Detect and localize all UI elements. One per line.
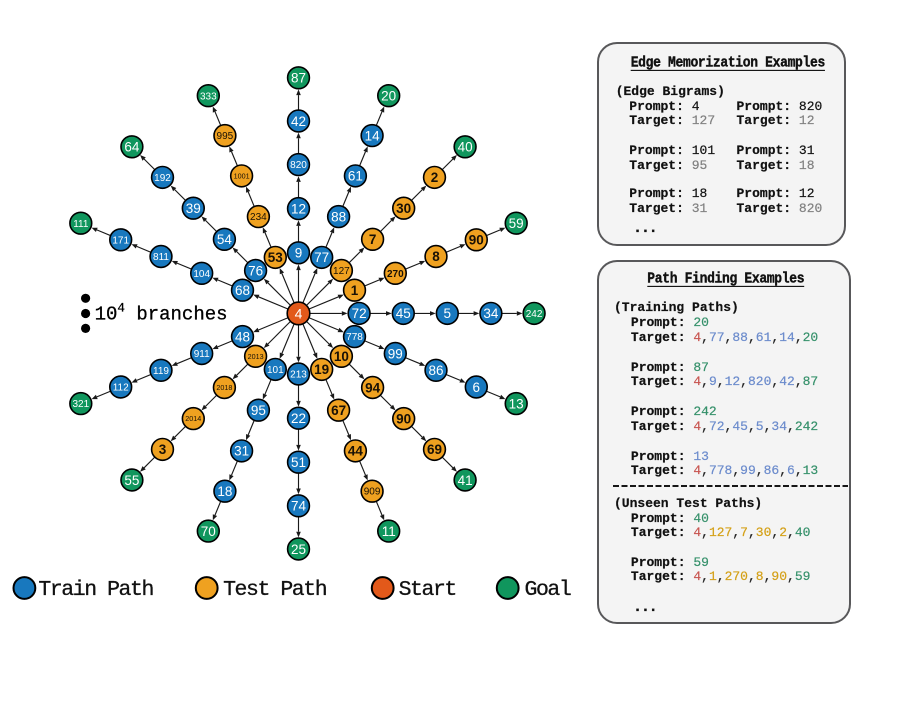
svg-text:6: 6 xyxy=(473,380,481,395)
svg-text:41: 41 xyxy=(458,473,473,488)
svg-text:18: 18 xyxy=(217,484,232,499)
svg-text:51: 51 xyxy=(291,455,306,470)
svg-text:321: 321 xyxy=(72,399,89,410)
svg-text:911: 911 xyxy=(194,349,210,360)
svg-text:39: 39 xyxy=(186,201,201,216)
svg-text:25: 25 xyxy=(291,542,306,557)
svg-text:12: 12 xyxy=(291,201,306,216)
svg-text:Train Path: Train Path xyxy=(38,578,153,602)
svg-text:86: 86 xyxy=(428,363,443,378)
svg-text:111: 111 xyxy=(73,219,89,230)
svg-text:2018: 2018 xyxy=(216,383,232,392)
svg-text:1: 1 xyxy=(351,283,359,298)
svg-text:909: 909 xyxy=(364,487,381,498)
svg-text:90: 90 xyxy=(396,411,411,426)
svg-text:40: 40 xyxy=(458,140,473,155)
svg-text:820: 820 xyxy=(290,160,307,171)
svg-text:74: 74 xyxy=(291,499,307,514)
svg-text:7: 7 xyxy=(369,232,377,247)
svg-text:48: 48 xyxy=(235,329,250,344)
svg-text:64: 64 xyxy=(124,140,140,155)
svg-text:Goal: Goal xyxy=(525,578,571,602)
svg-text:4: 4 xyxy=(295,305,303,321)
svg-text:72: 72 xyxy=(352,306,367,321)
svg-text:44: 44 xyxy=(348,444,364,459)
svg-text:119: 119 xyxy=(153,366,169,377)
svg-text:242: 242 xyxy=(526,309,543,320)
svg-text:95: 95 xyxy=(251,403,266,418)
svg-text:333: 333 xyxy=(200,91,217,102)
svg-text:127: 127 xyxy=(333,266,350,277)
svg-text:69: 69 xyxy=(427,442,442,457)
svg-text:94: 94 xyxy=(365,380,381,395)
svg-text:234: 234 xyxy=(250,212,267,223)
svg-text:13: 13 xyxy=(509,396,524,411)
svg-text:61: 61 xyxy=(348,169,363,184)
svg-text:778: 778 xyxy=(346,332,363,343)
svg-text:1001: 1001 xyxy=(234,172,250,181)
svg-text:59: 59 xyxy=(509,216,524,231)
svg-text:10: 10 xyxy=(334,349,349,364)
svg-text:19: 19 xyxy=(314,362,329,377)
svg-text:54: 54 xyxy=(217,232,233,247)
svg-text:14: 14 xyxy=(365,128,381,143)
svg-text:99: 99 xyxy=(388,346,403,361)
svg-text:8: 8 xyxy=(432,249,440,264)
svg-text:9: 9 xyxy=(295,246,303,261)
svg-text:34: 34 xyxy=(483,306,499,321)
svg-text:20: 20 xyxy=(381,89,396,104)
svg-text:2: 2 xyxy=(431,170,439,185)
svg-text:22: 22 xyxy=(291,411,306,426)
svg-text:112: 112 xyxy=(113,383,129,394)
svg-text:2014: 2014 xyxy=(185,414,201,423)
svg-text:55: 55 xyxy=(124,473,139,488)
svg-text:45: 45 xyxy=(396,306,411,321)
svg-text:270: 270 xyxy=(387,269,404,280)
svg-text:87: 87 xyxy=(291,71,306,86)
svg-text:213: 213 xyxy=(290,370,307,381)
svg-text:70: 70 xyxy=(201,524,216,539)
svg-text:2013: 2013 xyxy=(248,352,264,361)
svg-text:104: 104 xyxy=(193,269,210,280)
svg-text:104 branches: 104 branches xyxy=(95,302,228,326)
svg-text:90: 90 xyxy=(469,233,484,248)
svg-text:31: 31 xyxy=(234,444,249,459)
svg-text:Start: Start xyxy=(399,578,456,602)
svg-text:67: 67 xyxy=(331,403,346,418)
svg-text:995: 995 xyxy=(217,131,234,142)
svg-text:101: 101 xyxy=(267,365,284,376)
svg-text:68: 68 xyxy=(235,283,250,298)
svg-text:77: 77 xyxy=(314,250,329,265)
svg-text:171: 171 xyxy=(112,235,129,246)
svg-text:192: 192 xyxy=(154,173,171,184)
svg-text:76: 76 xyxy=(248,263,263,278)
svg-text:811: 811 xyxy=(153,252,169,263)
svg-text:88: 88 xyxy=(331,209,346,224)
svg-text:5: 5 xyxy=(444,306,452,321)
svg-text:Test Path: Test Path xyxy=(223,578,327,602)
svg-text:30: 30 xyxy=(396,201,411,216)
svg-text:3: 3 xyxy=(159,442,167,457)
svg-text:53: 53 xyxy=(268,250,284,265)
svg-text:11: 11 xyxy=(382,524,396,539)
svg-text:42: 42 xyxy=(291,114,306,129)
